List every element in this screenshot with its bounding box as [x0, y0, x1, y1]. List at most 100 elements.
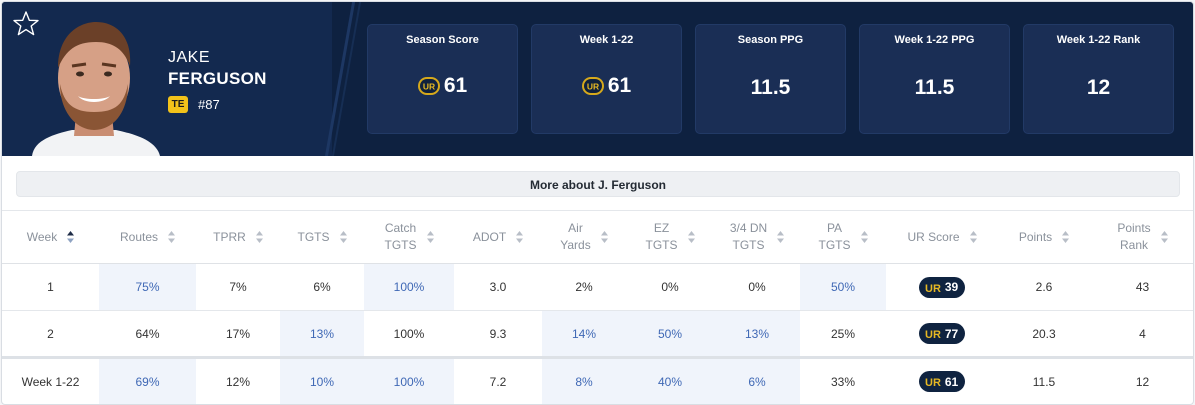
- column-header-label: EZ TGTS: [646, 220, 678, 254]
- column-header-content: EZ TGTS: [646, 220, 695, 254]
- cell-catch-tgts: 100%: [364, 263, 454, 311]
- cell-ez-tgts: 50%: [626, 310, 714, 358]
- column-header-label: UR Score: [907, 229, 959, 246]
- column-header-content: UR Score: [907, 229, 977, 246]
- sort-arrows-icon[interactable]: [1160, 231, 1168, 243]
- cell-dn-tgts: 0%: [714, 263, 800, 311]
- column-header-pa-tgts[interactable]: PA TGTS: [800, 210, 886, 264]
- column-header-content: TPRR: [213, 229, 263, 246]
- column-header-content: Air Yards: [560, 220, 608, 254]
- column-header-content: Catch TGTS: [385, 220, 434, 254]
- cell-pa-tgts: 33%: [800, 356, 886, 404]
- cell-points-rank: 43: [1090, 263, 1193, 311]
- stat-value: 61: [607, 74, 632, 97]
- jersey-number: #87: [198, 97, 220, 112]
- ur-score-pill: UR 39: [918, 276, 966, 298]
- sort-arrows-icon[interactable]: [67, 231, 75, 243]
- column-header-points-rank[interactable]: Points Rank: [1090, 210, 1193, 264]
- column-header-label-line: Catch: [384, 221, 417, 235]
- table-total-row: Week 1-22 69% 12% 10% 100% 7.2 8% 40% 6% 33% UR 61 1…: [2, 356, 1193, 404]
- sort-arrows-icon[interactable]: [600, 231, 608, 243]
- sort-arrows-icon[interactable]: [777, 231, 785, 243]
- weekly-stats-table: Week Routes TPRR TGTS Catch TGTS ADOT Air Yards E…: [2, 210, 1193, 404]
- sort-arrows-icon[interactable]: [426, 231, 434, 243]
- sort-arrows-icon[interactable]: [860, 231, 868, 243]
- cell-points-rank: 4: [1090, 310, 1193, 358]
- sort-arrows-icon[interactable]: [168, 231, 176, 243]
- column-header-label-line: TGTS: [297, 229, 330, 244]
- cell-pa-tgts: 50%: [800, 263, 886, 311]
- cell-tgts: 10%: [280, 356, 364, 404]
- more-about-player-button[interactable]: More about J. Ferguson: [16, 171, 1180, 197]
- cell-week: Week 1-22: [2, 356, 99, 404]
- column-header-label: PA TGTS: [819, 220, 851, 254]
- column-header-dn-tgts[interactable]: 3/4 DN TGTS: [714, 210, 800, 264]
- column-header-air-yards[interactable]: Air Yards: [542, 210, 626, 264]
- ur-logo-icon: UR: [925, 329, 941, 341]
- column-header-catch-tgts[interactable]: Catch TGTS: [364, 210, 454, 264]
- column-header-label-line: 3/4 DN: [729, 221, 768, 235]
- column-header-content: TGTS: [298, 229, 347, 246]
- column-header-label: Week: [27, 229, 57, 246]
- table-row: 1 75% 7% 6% 100% 3.0 2% 0% 0% 50% UR 39 2.6 43: [2, 263, 1193, 311]
- column-header-label-line: TGTS: [384, 238, 417, 252]
- cell-tprr: 7%: [196, 263, 280, 311]
- column-header-label-line: Air: [568, 221, 583, 235]
- column-header-label: 3/4 DN TGTS: [730, 220, 767, 254]
- column-header-label: ADOT: [473, 229, 506, 246]
- cell-pa-tgts: 25%: [800, 310, 886, 358]
- player-last-name: FERGUSON: [168, 69, 267, 88]
- stat-value: 11.5: [750, 76, 791, 99]
- stat-label: Season PPG: [737, 34, 804, 46]
- cell-ur-score: UR 77: [886, 310, 998, 358]
- column-header-content: Routes: [120, 229, 176, 246]
- column-header-week[interactable]: Week: [2, 210, 99, 264]
- cell-air-yards: 8%: [542, 356, 626, 404]
- column-header-label-line: TGTS: [645, 238, 678, 252]
- column-header-content: ADOT: [473, 229, 524, 246]
- table-body: 1 75% 7% 6% 100% 3.0 2% 0% 0% 50% UR 39 2.6 43 2 64% 17%…: [2, 263, 1193, 404]
- sort-arrows-icon[interactable]: [687, 231, 695, 243]
- cell-points: 11.5: [998, 356, 1090, 404]
- stat-value-row: UR 61: [368, 74, 517, 98]
- cell-tprr: 17%: [196, 310, 280, 358]
- svg-text:UR: UR: [925, 329, 941, 341]
- column-header-label-line: TGTS: [818, 238, 851, 252]
- cell-dn-tgts: 6%: [714, 356, 800, 404]
- column-header-ur-score[interactable]: UR Score: [886, 210, 998, 264]
- stat-value: 12: [1086, 76, 1111, 99]
- sort-arrows-icon[interactable]: [339, 231, 347, 243]
- column-header-content: Points: [1019, 229, 1070, 246]
- stat-value: 61: [443, 74, 468, 97]
- column-header-tprr[interactable]: TPRR: [196, 210, 280, 264]
- sort-arrows-icon[interactable]: [255, 231, 263, 243]
- ur-logo-icon: UR: [925, 377, 941, 389]
- ur-logo-icon: UR: [581, 77, 604, 95]
- cell-points: 20.3: [998, 310, 1090, 358]
- column-header-label-line: UR Score: [907, 229, 960, 244]
- sort-arrows-icon[interactable]: [1062, 231, 1070, 243]
- column-header-label: TGTS: [298, 229, 330, 246]
- cell-points-rank: 12: [1090, 356, 1193, 404]
- column-header-adot[interactable]: ADOT: [454, 210, 542, 264]
- column-header-label-line: Rank: [1119, 238, 1148, 252]
- column-header-ez-tgts[interactable]: EZ TGTS: [626, 210, 714, 264]
- sort-arrows-icon[interactable]: [969, 231, 977, 243]
- cell-adot: 9.3: [454, 310, 542, 358]
- stat-box-season-score: Season Score UR 61: [367, 24, 518, 134]
- star-outline-icon[interactable]: [12, 10, 40, 38]
- column-header-points[interactable]: Points: [998, 210, 1090, 264]
- cell-tgts: 6%: [280, 263, 364, 311]
- column-header-label: Routes: [120, 229, 158, 246]
- sort-arrows-icon[interactable]: [516, 231, 524, 243]
- column-header-tgts[interactable]: TGTS: [280, 210, 364, 264]
- svg-text:UR: UR: [587, 82, 599, 92]
- svg-text:UR: UR: [925, 377, 941, 389]
- svg-text:UR: UR: [925, 283, 941, 295]
- cell-ur-score: UR 61: [886, 356, 998, 404]
- stat-value: 11.5: [914, 76, 955, 99]
- column-header-label-line: Week: [26, 229, 58, 244]
- column-header-routes[interactable]: Routes: [99, 210, 196, 264]
- column-header-label-line: EZ: [653, 221, 670, 235]
